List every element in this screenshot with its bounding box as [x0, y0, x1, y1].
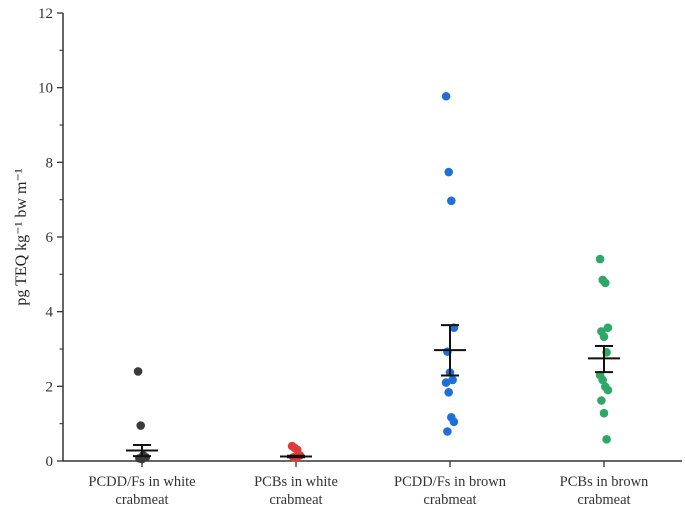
error-bars [126, 324, 620, 459]
data-point [444, 388, 454, 397]
y-ticks: 0 2 4 6 8 10 12 [38, 6, 63, 470]
data-point [448, 375, 457, 385]
y-tick-label: 0 [46, 454, 54, 470]
data-point [599, 408, 609, 418]
y-tick-label: 4 [46, 305, 54, 321]
data-point [441, 91, 451, 101]
axes [62, 13, 682, 462]
x-category-label-line2: crabmeat [115, 492, 168, 508]
data-point [597, 396, 606, 405]
data-point [601, 278, 610, 288]
data-point [599, 332, 609, 341]
x-category-label-line1: PCDD/Fs in white [88, 474, 195, 490]
x-category-label-line1: PCDD/Fs in brown [394, 474, 507, 490]
data-point [449, 417, 459, 427]
data-points [133, 91, 613, 464]
y-tick-label: 10 [38, 81, 53, 97]
data-point [444, 167, 454, 177]
data-point [595, 254, 605, 264]
data-point [136, 421, 145, 430]
data-point [133, 367, 143, 376]
x-category-label-line2: crabmeat [269, 492, 322, 508]
y-tick-label: 12 [38, 6, 53, 22]
x-category-label-line2: crabmeat [577, 492, 630, 508]
data-point [603, 385, 613, 395]
y-tick-label: 8 [46, 155, 54, 171]
data-point [443, 427, 452, 436]
y-tick-label: 6 [46, 230, 54, 246]
data-point [441, 378, 451, 387]
y-tick-label: 2 [46, 379, 54, 395]
x-category-label-line1: PCBs in brown [560, 474, 649, 490]
data-point [598, 375, 607, 385]
data-point [602, 435, 611, 444]
data-point [447, 196, 456, 206]
x-category-label-line1: PCBs in white [254, 474, 338, 490]
x-category-label-line2: crabmeat [423, 492, 476, 508]
data-point [603, 323, 613, 333]
y-axis-label: pg TEQ kg⁻¹ bw m⁻¹ [13, 168, 30, 306]
x-categories: PCDD/Fs in white crabmeat PCBs in white cra… [88, 461, 649, 508]
